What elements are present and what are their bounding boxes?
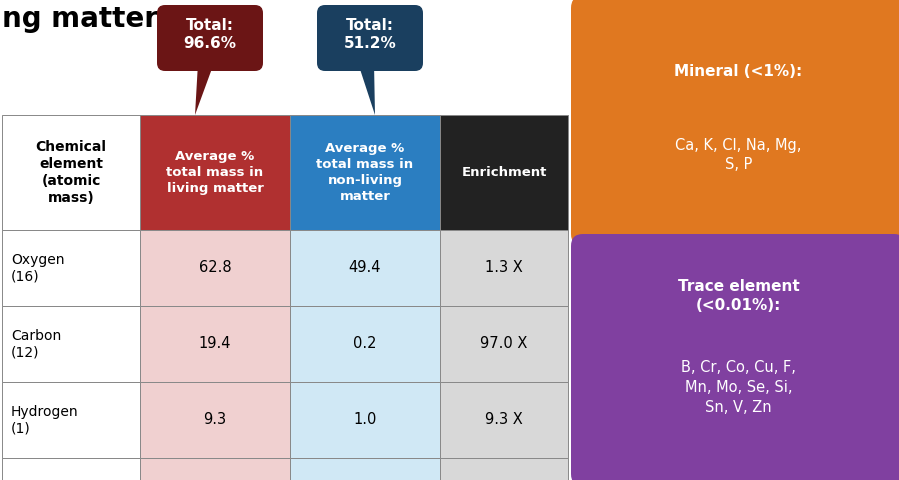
- Bar: [2, 382, 140, 458]
- Bar: [440, 306, 568, 382]
- Text: 97.0 X: 97.0 X: [480, 336, 528, 351]
- Text: 62.8: 62.8: [199, 261, 231, 276]
- Text: Hydrogen
(1): Hydrogen (1): [11, 405, 78, 435]
- Text: 1.3 X: 1.3 X: [485, 261, 523, 276]
- Text: Average %
total mass in
living matter: Average % total mass in living matter: [166, 150, 263, 195]
- Text: Total:
96.6%: Total: 96.6%: [183, 19, 236, 51]
- Text: Mineral (<1%):: Mineral (<1%):: [674, 64, 803, 79]
- Text: 49.4: 49.4: [349, 261, 381, 276]
- Text: Total:
51.2%: Total: 51.2%: [343, 19, 396, 51]
- FancyBboxPatch shape: [157, 5, 263, 71]
- Text: Enrichment: Enrichment: [461, 166, 547, 179]
- Bar: [290, 306, 440, 382]
- Bar: [2, 115, 140, 230]
- Bar: [290, 458, 440, 480]
- Bar: [140, 306, 290, 382]
- Bar: [440, 115, 568, 230]
- Text: Trace element
(<0.01%):: Trace element (<0.01%):: [678, 279, 799, 313]
- FancyBboxPatch shape: [571, 0, 899, 246]
- Text: 1.0: 1.0: [353, 412, 377, 428]
- Polygon shape: [195, 63, 214, 115]
- Text: B, Cr, Co, Cu, F,
Mn, Mo, Se, Si,
Sn, V, Zn: B, Cr, Co, Cu, F, Mn, Mo, Se, Si, Sn, V,…: [681, 360, 796, 415]
- Text: 9.3 X: 9.3 X: [485, 412, 523, 428]
- Bar: [440, 230, 568, 306]
- Text: Chemical
element
(atomic
mass): Chemical element (atomic mass): [35, 140, 106, 205]
- Bar: [290, 382, 440, 458]
- Bar: [2, 230, 140, 306]
- Text: ng matter: ng matter: [2, 5, 158, 33]
- Text: Ca, K, Cl, Na, Mg,
S, P: Ca, K, Cl, Na, Mg, S, P: [675, 137, 802, 172]
- FancyBboxPatch shape: [317, 5, 423, 71]
- Bar: [290, 115, 440, 230]
- Text: Oxygen
(16): Oxygen (16): [11, 253, 65, 283]
- Bar: [2, 458, 140, 480]
- Bar: [2, 306, 140, 382]
- Bar: [140, 382, 290, 458]
- Bar: [140, 230, 290, 306]
- Text: 0.2: 0.2: [353, 336, 377, 351]
- FancyBboxPatch shape: [571, 234, 899, 480]
- Text: Average %
total mass in
non-living
matter: Average % total mass in non-living matte…: [316, 142, 414, 203]
- Bar: [290, 230, 440, 306]
- Bar: [440, 382, 568, 458]
- Bar: [440, 458, 568, 480]
- Polygon shape: [358, 63, 375, 115]
- Bar: [140, 458, 290, 480]
- Text: 9.3: 9.3: [203, 412, 227, 428]
- Text: Carbon
(12): Carbon (12): [11, 329, 61, 359]
- Bar: [140, 115, 290, 230]
- Text: 19.4: 19.4: [199, 336, 231, 351]
